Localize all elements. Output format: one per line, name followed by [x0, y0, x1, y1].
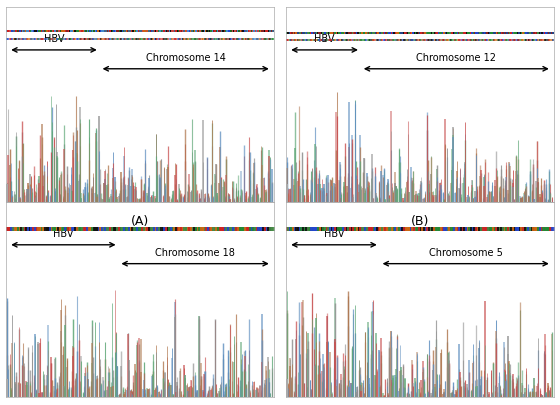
- Text: Chromosome 12: Chromosome 12: [416, 53, 496, 63]
- Text: Chromosome 14: Chromosome 14: [146, 53, 226, 63]
- Text: HBV: HBV: [324, 228, 344, 239]
- Text: HBV: HBV: [53, 228, 74, 239]
- Text: Chromosome 5: Chromosome 5: [429, 247, 503, 257]
- Text: (B): (B): [411, 215, 429, 228]
- Text: HBV: HBV: [314, 34, 335, 44]
- Text: HBV: HBV: [44, 34, 64, 44]
- Text: (A): (A): [131, 215, 149, 228]
- Text: Chromosome 18: Chromosome 18: [155, 247, 235, 257]
